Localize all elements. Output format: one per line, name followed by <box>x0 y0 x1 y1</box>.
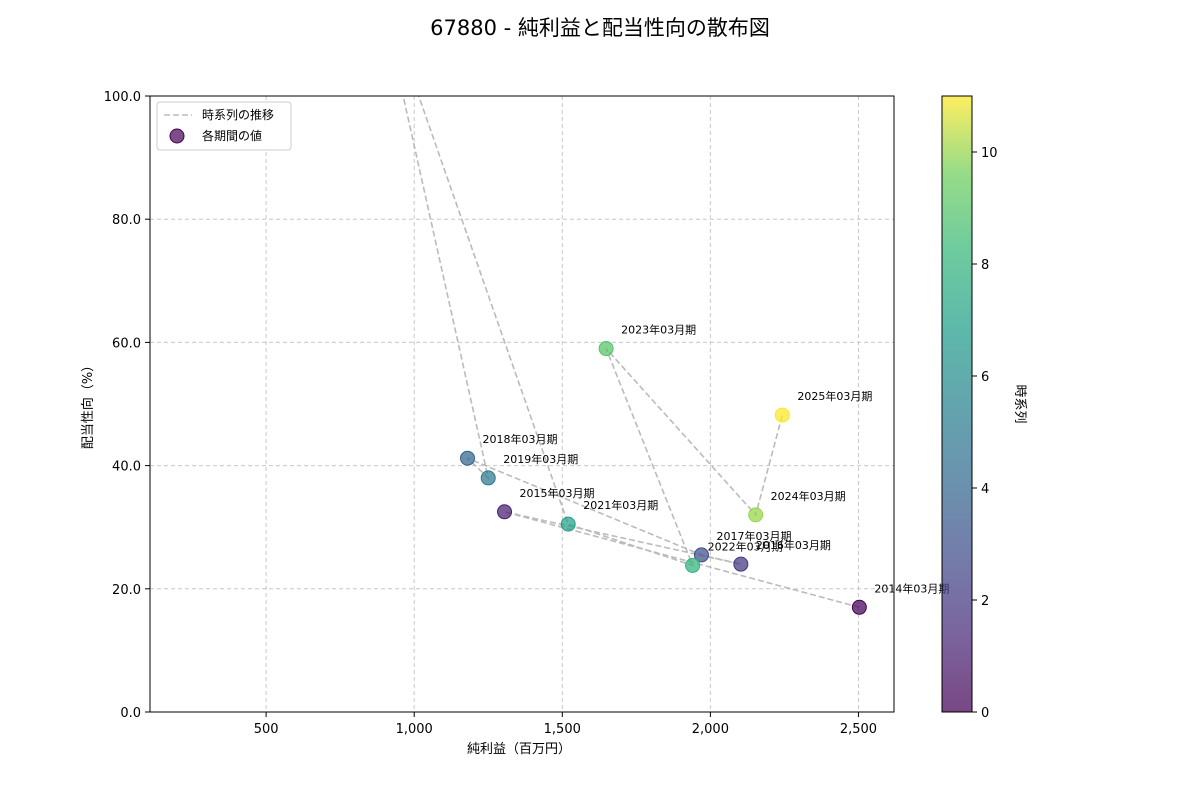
data-point-label: 2025年03月期 <box>797 389 872 403</box>
x-axis-ticks: 500 1,000 1,500 2,000 2,500 <box>254 712 877 737</box>
plot-frame <box>149 95 895 713</box>
time-series-path <box>402 96 860 609</box>
data-point-label: 2018年03月期 <box>483 432 558 446</box>
colorbar-gradient <box>941 95 973 713</box>
legend-box <box>156 101 292 151</box>
data-point-label: 2014年03月期 <box>874 581 949 595</box>
colorbar-tick-label: 8 <box>981 258 989 273</box>
y-tick-label: 40.0 <box>112 460 141 475</box>
data-point-label: 2016年03月期 <box>756 538 831 552</box>
data-point <box>693 547 709 563</box>
x-tick-label: 2,000 <box>692 722 729 737</box>
colorbar-tick-label: 6 <box>981 370 989 385</box>
y-axis-ticks: 0.0 20.0 40.0 60.0 80.0 100.0 <box>104 90 150 721</box>
data-point <box>560 516 576 532</box>
colorbar-ticks: 0 2 4 6 8 10 <box>972 146 998 721</box>
data-point <box>480 470 496 486</box>
data-points <box>460 341 867 615</box>
colorbar: 0 2 4 6 8 10 時系列 <box>941 95 1027 721</box>
series-line <box>402 96 860 609</box>
colorbar-tick-label: 2 <box>981 594 989 609</box>
data-point-label: 2023年03月期 <box>621 323 696 337</box>
colorbar-tick-label: 4 <box>981 482 989 497</box>
colorbar-label: 時系列 <box>1012 384 1027 423</box>
y-tick-label: 80.0 <box>112 213 141 228</box>
x-tick-label: 1,500 <box>544 722 581 737</box>
data-point-label: 2015年03月期 <box>520 486 595 500</box>
data-point <box>774 407 790 423</box>
grid-lines <box>150 95 894 713</box>
legend-point-swatch <box>169 128 185 144</box>
data-point <box>598 341 614 357</box>
data-point <box>733 556 749 572</box>
data-point <box>497 504 513 520</box>
data-point <box>748 507 764 523</box>
legend-line-label: 時系列の推移 <box>202 108 274 122</box>
x-axis-label: 純利益（百万円） <box>467 742 571 757</box>
chart-title: 67880 - 純利益と配当性向の散布図 <box>430 16 770 40</box>
colorbar-tick-label: 10 <box>981 146 998 161</box>
x-tick-label: 1,000 <box>396 722 433 737</box>
y-tick-label: 20.0 <box>112 583 141 598</box>
data-point-label: 2021年03月期 <box>583 498 658 512</box>
x-tick-label: 500 <box>254 722 279 737</box>
colorbar-tick-label: 0 <box>981 706 989 721</box>
y-tick-label: 60.0 <box>112 336 141 351</box>
y-tick-label: 100.0 <box>104 90 141 105</box>
legend-point-label: 各期間の値 <box>202 128 262 143</box>
y-tick-label: 0.0 <box>120 706 141 721</box>
legend: 時系列の推移 各期間の値 <box>156 101 292 151</box>
data-point <box>851 599 867 615</box>
y-axis-label: 配当性向（%） <box>80 359 96 449</box>
data-point-label: 2022年03月期 <box>708 539 783 553</box>
data-point <box>460 450 476 466</box>
data-point-label: 2019年03月期 <box>503 452 578 466</box>
data-point-label: 2024年03月期 <box>771 489 846 503</box>
data-point-label: 2017年03月期 <box>716 529 791 543</box>
data-point <box>685 557 701 573</box>
x-tick-label: 2,500 <box>840 722 877 737</box>
